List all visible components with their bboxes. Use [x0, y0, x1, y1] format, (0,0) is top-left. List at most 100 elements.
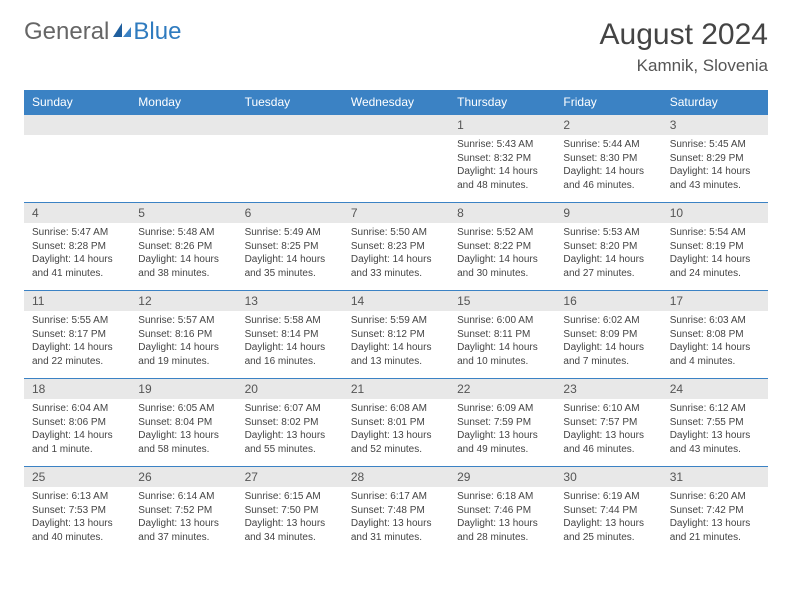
calendar-day-cell: 24Sunrise: 6:12 AMSunset: 7:55 PMDayligh… [662, 379, 768, 467]
calendar-day-cell: 28Sunrise: 6:17 AMSunset: 7:48 PMDayligh… [343, 467, 449, 555]
day-details: Sunrise: 6:09 AMSunset: 7:59 PMDaylight:… [449, 399, 555, 462]
day-details: Sunrise: 6:20 AMSunset: 7:42 PMDaylight:… [662, 487, 768, 550]
calendar-page: General Blue August 2024 Kamnik, Sloveni… [0, 0, 792, 573]
day-details: Sunrise: 6:19 AMSunset: 7:44 PMDaylight:… [555, 487, 661, 550]
day-number: 19 [130, 379, 236, 399]
calendar-week-row: 4Sunrise: 5:47 AMSunset: 8:28 PMDaylight… [24, 203, 768, 291]
calendar-day-cell [130, 115, 236, 203]
day-details: Sunrise: 6:15 AMSunset: 7:50 PMDaylight:… [237, 487, 343, 550]
day-details: Sunrise: 6:17 AMSunset: 7:48 PMDaylight:… [343, 487, 449, 550]
sail-icon [111, 18, 133, 46]
calendar-week-row: 1Sunrise: 5:43 AMSunset: 8:32 PMDaylight… [24, 115, 768, 203]
day-details: Sunrise: 5:54 AMSunset: 8:19 PMDaylight:… [662, 223, 768, 286]
day-number: 14 [343, 291, 449, 311]
day-number: 18 [24, 379, 130, 399]
day-number: 25 [24, 467, 130, 487]
day-number: 4 [24, 203, 130, 223]
day-details: Sunrise: 6:04 AMSunset: 8:06 PMDaylight:… [24, 399, 130, 462]
day-number: 10 [662, 203, 768, 223]
calendar-day-cell: 19Sunrise: 6:05 AMSunset: 8:04 PMDayligh… [130, 379, 236, 467]
calendar-day-cell: 1Sunrise: 5:43 AMSunset: 8:32 PMDaylight… [449, 115, 555, 203]
day-details: Sunrise: 5:43 AMSunset: 8:32 PMDaylight:… [449, 135, 555, 198]
day-number: 20 [237, 379, 343, 399]
day-number: 15 [449, 291, 555, 311]
day-details: Sunrise: 6:05 AMSunset: 8:04 PMDaylight:… [130, 399, 236, 462]
day-details: Sunrise: 6:00 AMSunset: 8:11 PMDaylight:… [449, 311, 555, 374]
day-details: Sunrise: 5:44 AMSunset: 8:30 PMDaylight:… [555, 135, 661, 198]
calendar-day-cell: 16Sunrise: 6:02 AMSunset: 8:09 PMDayligh… [555, 291, 661, 379]
weekday-header: Thursday [449, 90, 555, 115]
calendar-day-cell: 21Sunrise: 6:08 AMSunset: 8:01 PMDayligh… [343, 379, 449, 467]
calendar-day-cell: 10Sunrise: 5:54 AMSunset: 8:19 PMDayligh… [662, 203, 768, 291]
day-details: Sunrise: 5:55 AMSunset: 8:17 PMDaylight:… [24, 311, 130, 374]
calendar-day-cell [24, 115, 130, 203]
day-number: 11 [24, 291, 130, 311]
day-number-empty [237, 115, 343, 135]
day-details: Sunrise: 6:10 AMSunset: 7:57 PMDaylight:… [555, 399, 661, 462]
weekday-header: Friday [555, 90, 661, 115]
calendar-day-cell: 12Sunrise: 5:57 AMSunset: 8:16 PMDayligh… [130, 291, 236, 379]
calendar-week-row: 11Sunrise: 5:55 AMSunset: 8:17 PMDayligh… [24, 291, 768, 379]
day-number-empty [24, 115, 130, 135]
day-number: 29 [449, 467, 555, 487]
calendar-day-cell: 7Sunrise: 5:50 AMSunset: 8:23 PMDaylight… [343, 203, 449, 291]
calendar-day-cell: 17Sunrise: 6:03 AMSunset: 8:08 PMDayligh… [662, 291, 768, 379]
header: General Blue August 2024 Kamnik, Sloveni… [24, 18, 768, 76]
day-number: 1 [449, 115, 555, 135]
logo: General Blue [24, 18, 181, 46]
day-details: Sunrise: 5:57 AMSunset: 8:16 PMDaylight:… [130, 311, 236, 374]
calendar-day-cell: 29Sunrise: 6:18 AMSunset: 7:46 PMDayligh… [449, 467, 555, 555]
day-number: 2 [555, 115, 661, 135]
calendar-day-cell: 25Sunrise: 6:13 AMSunset: 7:53 PMDayligh… [24, 467, 130, 555]
month-title: August 2024 [600, 18, 768, 52]
calendar-day-cell: 11Sunrise: 5:55 AMSunset: 8:17 PMDayligh… [24, 291, 130, 379]
calendar-day-cell: 6Sunrise: 5:49 AMSunset: 8:25 PMDaylight… [237, 203, 343, 291]
day-number: 6 [237, 203, 343, 223]
day-details: Sunrise: 5:47 AMSunset: 8:28 PMDaylight:… [24, 223, 130, 286]
calendar-day-cell [343, 115, 449, 203]
day-number: 7 [343, 203, 449, 223]
day-details: Sunrise: 6:13 AMSunset: 7:53 PMDaylight:… [24, 487, 130, 550]
day-details: Sunrise: 5:58 AMSunset: 8:14 PMDaylight:… [237, 311, 343, 374]
day-number: 21 [343, 379, 449, 399]
location: Kamnik, Slovenia [600, 56, 768, 76]
day-details: Sunrise: 6:03 AMSunset: 8:08 PMDaylight:… [662, 311, 768, 374]
weekday-header: Saturday [662, 90, 768, 115]
day-number: 26 [130, 467, 236, 487]
day-number: 13 [237, 291, 343, 311]
day-details: Sunrise: 6:02 AMSunset: 8:09 PMDaylight:… [555, 311, 661, 374]
day-number: 31 [662, 467, 768, 487]
weekday-header: Monday [130, 90, 236, 115]
day-number: 12 [130, 291, 236, 311]
calendar-week-row: 18Sunrise: 6:04 AMSunset: 8:06 PMDayligh… [24, 379, 768, 467]
day-number: 27 [237, 467, 343, 487]
day-number: 8 [449, 203, 555, 223]
weekday-header: Sunday [24, 90, 130, 115]
calendar-day-cell: 31Sunrise: 6:20 AMSunset: 7:42 PMDayligh… [662, 467, 768, 555]
day-details: Sunrise: 5:49 AMSunset: 8:25 PMDaylight:… [237, 223, 343, 286]
day-number: 9 [555, 203, 661, 223]
day-number: 24 [662, 379, 768, 399]
day-number: 3 [662, 115, 768, 135]
day-details: Sunrise: 6:08 AMSunset: 8:01 PMDaylight:… [343, 399, 449, 462]
calendar-day-cell: 9Sunrise: 5:53 AMSunset: 8:20 PMDaylight… [555, 203, 661, 291]
calendar-day-cell: 3Sunrise: 5:45 AMSunset: 8:29 PMDaylight… [662, 115, 768, 203]
calendar-day-cell: 4Sunrise: 5:47 AMSunset: 8:28 PMDaylight… [24, 203, 130, 291]
calendar-day-cell: 20Sunrise: 6:07 AMSunset: 8:02 PMDayligh… [237, 379, 343, 467]
calendar-day-cell: 26Sunrise: 6:14 AMSunset: 7:52 PMDayligh… [130, 467, 236, 555]
day-number: 16 [555, 291, 661, 311]
calendar-week-row: 25Sunrise: 6:13 AMSunset: 7:53 PMDayligh… [24, 467, 768, 555]
weekday-header: Tuesday [237, 90, 343, 115]
calendar-day-cell: 18Sunrise: 6:04 AMSunset: 8:06 PMDayligh… [24, 379, 130, 467]
day-details: Sunrise: 6:14 AMSunset: 7:52 PMDaylight:… [130, 487, 236, 550]
day-details: Sunrise: 5:52 AMSunset: 8:22 PMDaylight:… [449, 223, 555, 286]
weekday-header-row: SundayMondayTuesdayWednesdayThursdayFrid… [24, 90, 768, 115]
calendar-day-cell: 15Sunrise: 6:00 AMSunset: 8:11 PMDayligh… [449, 291, 555, 379]
calendar-day-cell: 8Sunrise: 5:52 AMSunset: 8:22 PMDaylight… [449, 203, 555, 291]
weekday-header: Wednesday [343, 90, 449, 115]
day-details: Sunrise: 5:59 AMSunset: 8:12 PMDaylight:… [343, 311, 449, 374]
calendar-day-cell [237, 115, 343, 203]
calendar-day-cell: 30Sunrise: 6:19 AMSunset: 7:44 PMDayligh… [555, 467, 661, 555]
day-number-empty [130, 115, 236, 135]
calendar-day-cell: 23Sunrise: 6:10 AMSunset: 7:57 PMDayligh… [555, 379, 661, 467]
